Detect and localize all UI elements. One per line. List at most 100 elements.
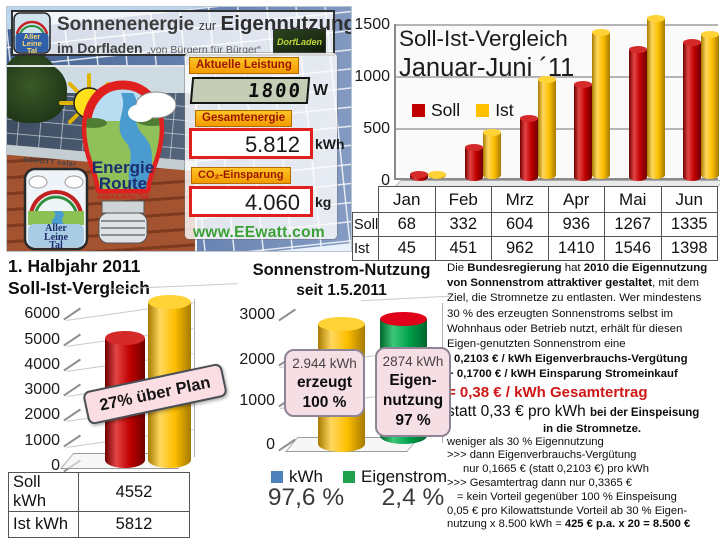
info-line: nur 0,1665 € (statt 0,2103 €) pro kWh xyxy=(463,463,649,476)
c1-ytick-1000: 1000 xyxy=(354,68,390,85)
info-line: Eigen-genutzten Sonnenstrom eine xyxy=(447,338,626,351)
bulb-text-route: Route xyxy=(99,174,147,193)
badge-text: Tal xyxy=(49,240,63,251)
bar-soll-mai xyxy=(628,46,647,181)
power-label-badge: Aktuelle Leistung xyxy=(189,57,299,74)
bar-ist-apr xyxy=(592,29,610,179)
c3-ytick-1000: 1000 xyxy=(239,392,275,409)
soll-swatch-icon xyxy=(412,104,425,117)
ist-swatch-icon xyxy=(476,104,490,117)
bar-ist-jun xyxy=(701,30,719,179)
info-line: Ziel, die Stromnetze zu entlasten. Wer m… xyxy=(447,292,702,305)
info-text-block: Die Bundesregierung hat 2010 die Eigennu… xyxy=(447,261,719,532)
energie-route-bulb-logo: Energie Route Aller-Leine-Tal xyxy=(59,73,177,244)
bar-soll-mrz xyxy=(519,115,538,181)
info-line: in die Stromnetze. xyxy=(543,422,642,435)
power-lcd-display: 1800 xyxy=(189,77,311,104)
aller-leine-tal-badge-small: Aller Leine Tal xyxy=(13,12,51,54)
cloud-icon xyxy=(128,104,154,122)
badge-text: Leine xyxy=(22,39,42,48)
eigennutzung-kwh: 2874 kWh xyxy=(382,354,444,369)
bulb-text-energie: Energie xyxy=(92,158,154,177)
info-line: = kein Vorteil gegenüber 100 % Einspeisu… xyxy=(457,490,677,503)
c1-gridline xyxy=(396,128,718,130)
title-part2: zur xyxy=(198,19,217,33)
bar-soll-jan xyxy=(410,170,428,181)
table-row: Ist 45 451 962 1410 1546 1398 xyxy=(352,236,718,261)
c3-ytick-0: 0 xyxy=(266,436,275,453)
info-line: Die Bundesregierung hat 2010 die Eigennu… xyxy=(447,262,708,274)
c1-gridline xyxy=(396,76,718,78)
c1-col-mrz: Mrz xyxy=(491,186,549,213)
c1-ist-jun: 1398 xyxy=(660,236,718,261)
info-verguetung: 0,2103 € / kWh Eigenverbrauchs-Vergütung xyxy=(454,353,688,366)
pct-kwh: 97,6 % xyxy=(267,484,345,511)
eewatt-website-link[interactable]: www.EEwatt.com xyxy=(193,224,325,241)
c3-legend: kWh Eigenstrom xyxy=(271,467,447,487)
c3-ytick-3000: 3000 xyxy=(239,306,275,323)
erzeugt-pct: 100 % xyxy=(302,394,347,411)
c3-legend-kwh-label: kWh xyxy=(289,467,323,486)
c1-col-jan: Jan xyxy=(378,186,436,213)
c3-legend-kwh: kWh xyxy=(271,467,323,487)
c3-ytick-2000: 2000 xyxy=(239,351,275,368)
c1-table-corner xyxy=(353,187,379,213)
table-row: Soll kWh 4552 xyxy=(8,472,190,512)
tree-image xyxy=(7,67,67,123)
c1-soll-mai: 1267 xyxy=(604,212,662,237)
c1-ist-mai: 1546 xyxy=(604,236,662,261)
pct-eigenstrom: 2,4 % xyxy=(381,484,445,511)
halbjahr-chart-block: 1. Halbjahr 2011 Soll-Ist-Vergleich 6000… xyxy=(0,255,240,540)
info-einsparung: + 0,1700 € / kWH Einsparung Stromeinkauf xyxy=(447,368,678,381)
c1-ist-feb: 451 xyxy=(434,236,492,261)
c2-ytick-3000: 3000 xyxy=(24,381,60,398)
energy-label-badge: Gesamtenergie xyxy=(195,110,293,127)
erzeugt-bubble: 2.944 kWh erzeugt 100 % xyxy=(284,349,365,417)
c1-legend: Soll Ist xyxy=(412,100,514,121)
erzeugt-label: erzeugt xyxy=(296,374,353,391)
erzeugt-kwh: 2.944 kWh xyxy=(292,356,357,371)
c2-data-table: Soll kWh 4552 Ist kWh 5812 xyxy=(8,472,190,538)
bar-soll-feb xyxy=(465,143,483,181)
dorfladen-label: DorfLaden xyxy=(277,36,322,47)
bulb-landscape xyxy=(86,93,160,189)
c2-ytick-4000: 4000 xyxy=(24,356,60,373)
c1-legend-ist-label: Ist xyxy=(495,100,514,120)
kwh-swatch-icon xyxy=(271,471,283,483)
table-row: Soll 68 332 604 936 1267 1335 xyxy=(352,212,718,237)
energy-display-panel: Aktuelle Leistung 1800 W Gesamtenergie 5… xyxy=(185,53,345,241)
title-part1: Sonnenenergie xyxy=(57,14,195,35)
eigennutzung-bubble: 2874 kWh Eigen- nutzung 97 % xyxy=(375,347,451,437)
c1-row-ist-label: Ist xyxy=(352,236,379,261)
c2-ytick-5000: 5000 xyxy=(24,331,60,348)
c2-ytick-1000: 1000 xyxy=(24,432,60,449)
photo-title: Sonnenenergie zur Eigennutzung xyxy=(57,13,351,37)
c1-legend-soll: Soll xyxy=(412,100,460,121)
bar-ist-feb xyxy=(483,129,501,179)
eigennutzung-pct: 97 % xyxy=(395,412,431,429)
c2-ist-value: 5812 xyxy=(78,511,190,538)
power-unit: W xyxy=(313,82,329,99)
info-line: nutzung x 8.500 kWh = 425 € p.a. x 20 = … xyxy=(447,518,691,531)
bar-soll-jun xyxy=(683,39,701,181)
c1-col-apr: Apr xyxy=(547,186,605,213)
bar-soll-apr xyxy=(574,80,592,181)
c1-row-soll-label: Soll xyxy=(352,212,379,237)
c2-soll-value: 4552 xyxy=(78,472,190,512)
co2-label-badge: CO₂-Einsparung xyxy=(191,167,291,184)
table-row: Ist kWh 5812 xyxy=(8,511,190,538)
info-line: >>> dann Eigenverbrauchs-Vergütung xyxy=(447,449,637,462)
table-row: Jan Feb Mrz Apr Mai Jun xyxy=(353,186,718,213)
c1-ist-apr: 1410 xyxy=(547,236,605,261)
c1-gridline xyxy=(396,24,718,26)
c1-col-mai: Mai xyxy=(604,186,662,213)
c1-title-line1: Soll-Ist-Vergleich xyxy=(399,26,568,51)
c2-ytick-0: 0 xyxy=(51,457,60,474)
c1-ist-mrz: 962 xyxy=(491,236,549,261)
c3-legend-eigenstrom-label: Eigenstrom xyxy=(361,467,447,486)
info-line: 0,05 € pro Kilowattstunde Vorteil ab 30 … xyxy=(447,504,688,517)
c1-legend-ist: Ist xyxy=(476,100,514,121)
c2-ytick-6000: 6000 xyxy=(24,305,60,322)
bar-ist-jan xyxy=(428,171,446,179)
c3-title-line1: Sonnenstrom-Nutzung xyxy=(252,261,431,279)
